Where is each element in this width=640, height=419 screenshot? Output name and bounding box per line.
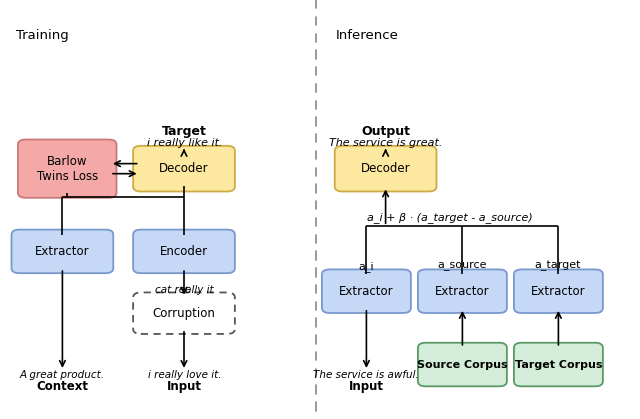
Text: Decoder: Decoder — [159, 162, 209, 175]
FancyBboxPatch shape — [133, 292, 235, 334]
FancyBboxPatch shape — [514, 269, 603, 313]
Text: A great product.: A great product. — [20, 370, 104, 380]
FancyBboxPatch shape — [322, 269, 411, 313]
FancyBboxPatch shape — [514, 343, 603, 386]
Text: Extractor: Extractor — [35, 245, 90, 258]
Text: i really like it.: i really like it. — [147, 138, 222, 148]
Text: a_i: a_i — [358, 261, 374, 272]
FancyBboxPatch shape — [133, 230, 235, 273]
Text: a_source: a_source — [437, 261, 487, 271]
Text: Decoder: Decoder — [361, 162, 410, 175]
Text: Target: Target — [162, 125, 207, 139]
Text: a_i + β · (a_target - a_source): a_i + β · (a_target - a_source) — [367, 212, 532, 223]
FancyBboxPatch shape — [335, 146, 436, 191]
FancyBboxPatch shape — [418, 269, 507, 313]
Text: Input: Input — [349, 380, 383, 393]
Text: Corruption: Corruption — [152, 307, 216, 320]
Text: Encoder: Encoder — [160, 245, 208, 258]
Text: Target Corpus: Target Corpus — [515, 360, 602, 370]
FancyBboxPatch shape — [18, 140, 116, 198]
Text: Context: Context — [36, 380, 88, 393]
FancyBboxPatch shape — [418, 343, 507, 386]
Text: Extractor: Extractor — [339, 285, 394, 298]
FancyBboxPatch shape — [133, 146, 235, 191]
Text: Output: Output — [362, 125, 410, 139]
Text: Input: Input — [167, 380, 202, 393]
Text: The service is awful.: The service is awful. — [313, 370, 419, 380]
Text: Extractor: Extractor — [531, 285, 586, 298]
Text: Extractor: Extractor — [435, 285, 490, 298]
Text: Inference: Inference — [336, 29, 399, 42]
Text: i really love it.: i really love it. — [148, 370, 221, 380]
Text: a_target: a_target — [535, 261, 581, 271]
Text: Barlow
Twins Loss: Barlow Twins Loss — [36, 155, 98, 183]
FancyBboxPatch shape — [12, 230, 113, 273]
Text: The service is great.: The service is great. — [329, 138, 443, 148]
Text: cat really it: cat really it — [155, 285, 214, 295]
Text: Training: Training — [16, 29, 68, 42]
Text: Source Corpus: Source Corpus — [417, 360, 508, 370]
